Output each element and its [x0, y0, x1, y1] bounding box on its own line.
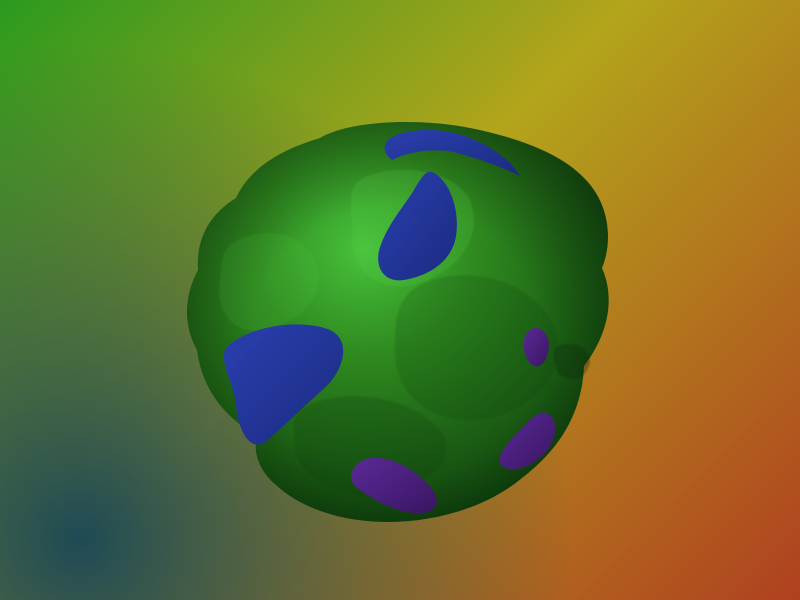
surface-fold-center — [395, 275, 558, 420]
purple-spot-bottom — [351, 457, 438, 514]
purple-spot-right-curve — [499, 412, 556, 470]
purple-spot-right-small — [523, 328, 549, 367]
right-notch-shadow — [553, 343, 590, 380]
blue-spot-left — [223, 324, 344, 445]
blue-spot-center — [378, 171, 457, 281]
surface-fold-left — [219, 233, 319, 331]
blue-spot-top — [384, 130, 520, 176]
